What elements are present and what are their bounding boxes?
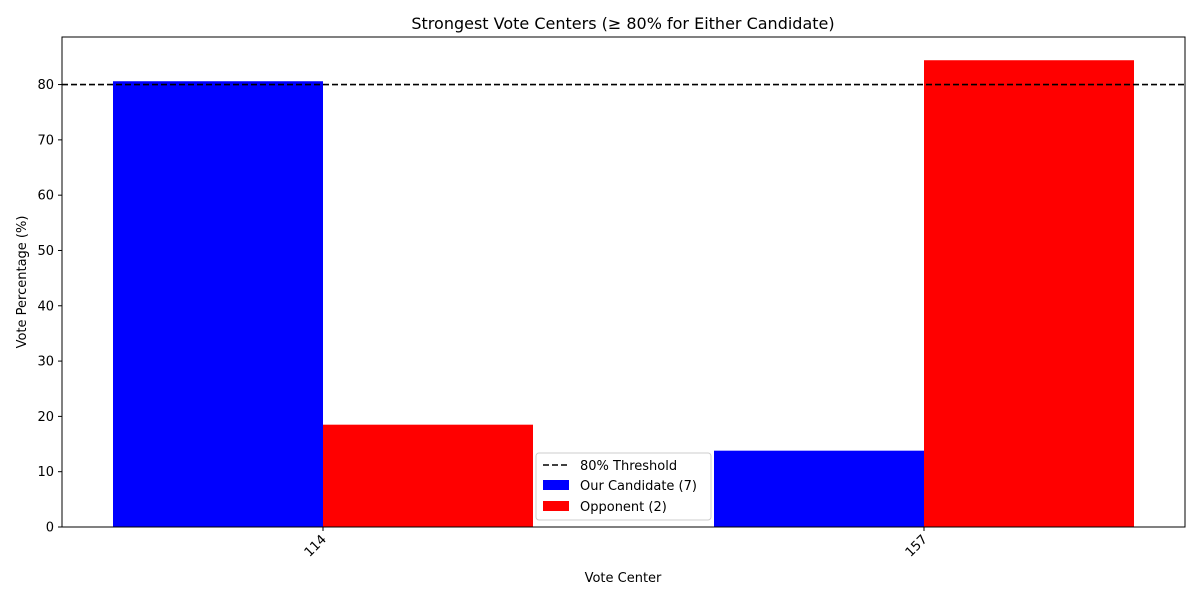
y-tick-label: 80 bbox=[37, 78, 54, 93]
bars-layer bbox=[113, 60, 1134, 528]
legend: 80% Threshold Our Candidate (7) Opponent (… bbox=[535, 452, 712, 521]
y-tick-label: 10 bbox=[37, 465, 54, 480]
y-tick-label: 40 bbox=[37, 299, 54, 314]
bar-opponent-114 bbox=[323, 424, 533, 527]
bar-our-candidate-114 bbox=[113, 81, 323, 528]
chart-title: Strongest Vote Centers (≥ 80% for Either… bbox=[411, 14, 834, 33]
x-axis-label: Vote Center bbox=[585, 571, 662, 586]
x-tick-label-114: 114 bbox=[302, 532, 330, 560]
y-tick-label: 50 bbox=[37, 244, 54, 259]
legend-label-our-candidate: Our Candidate (7) bbox=[580, 479, 697, 494]
plot-frame bbox=[61, 36, 1186, 528]
x-tick-label-157: 157 bbox=[903, 532, 931, 560]
y-tick-label: 70 bbox=[37, 133, 54, 148]
y-tick-label: 30 bbox=[37, 355, 54, 370]
y-axis-label: Vote Percentage (%) bbox=[15, 216, 30, 349]
x-axis: 114 157 bbox=[302, 527, 931, 560]
y-tick-label: 0 bbox=[46, 521, 54, 536]
legend-label-opponent: Opponent (2) bbox=[580, 500, 667, 515]
bar-opponent-157 bbox=[924, 60, 1134, 527]
y-tick-label: 60 bbox=[37, 189, 54, 204]
legend-box bbox=[535, 452, 712, 521]
y-tick-label: 20 bbox=[37, 410, 54, 425]
y-axis: 0 10 20 30 40 50 60 70 80 bbox=[37, 78, 62, 536]
legend-swatch-our-candidate bbox=[543, 480, 569, 490]
legend-threshold-label: 80% Threshold bbox=[580, 459, 677, 474]
bar-our-candidate-157 bbox=[714, 450, 924, 527]
legend-swatch-opponent bbox=[543, 501, 569, 511]
